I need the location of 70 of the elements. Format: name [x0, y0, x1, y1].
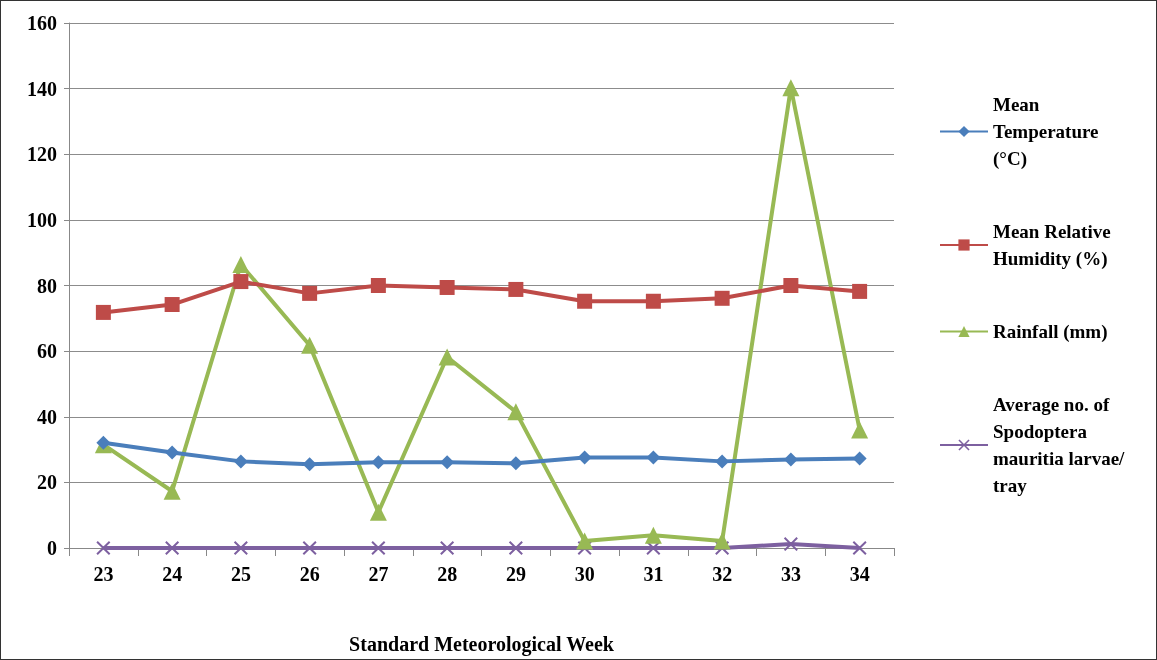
point: [852, 451, 867, 466]
point: [644, 526, 662, 544]
point: [851, 421, 869, 439]
y-tick-label: 120: [27, 143, 57, 166]
point: [370, 278, 386, 293]
point: [163, 482, 181, 500]
y-tick-label: 0: [47, 537, 57, 559]
point: [371, 541, 386, 555]
point: [95, 304, 111, 320]
point: [301, 336, 319, 354]
point: [233, 541, 248, 555]
legend-label: Mean Relative Humidity (%): [993, 221, 1116, 270]
x-tick-label: 27: [368, 563, 389, 585]
legend-label: Mean Temperature (°C): [993, 94, 1104, 170]
point: [508, 541, 523, 555]
legend-label: Average no. of Spodoptera mauritia larvae/tray: [993, 394, 1126, 496]
point: [233, 454, 248, 469]
y-tick-label: 100: [27, 208, 57, 231]
point: [96, 541, 111, 555]
point: [371, 455, 386, 470]
point: [714, 290, 730, 306]
point: [164, 297, 180, 313]
x-tick-label: 29: [505, 563, 526, 585]
point: [645, 293, 661, 309]
point: [508, 456, 523, 471]
point: [440, 541, 455, 555]
point: [783, 278, 799, 293]
point: [369, 503, 387, 521]
y-tick-label: 60: [37, 340, 57, 363]
x-tick-label: 33: [780, 563, 801, 585]
x-tick-label: 34: [849, 563, 870, 585]
point: [439, 279, 455, 295]
point: [577, 450, 592, 465]
x-tick-label: 23: [93, 563, 114, 585]
point: [508, 281, 524, 297]
point: [96, 435, 111, 450]
point: [438, 348, 456, 366]
point: [302, 541, 317, 555]
x-tick-label: 28: [437, 563, 458, 585]
y-tick-label: 160: [27, 12, 57, 34]
legend-label: Rainfall (mm): [993, 321, 1108, 343]
point: [440, 455, 455, 470]
x-tick-label: 31: [643, 563, 664, 585]
x-tick-label: 30: [574, 563, 595, 585]
x-tick-label: 26: [299, 563, 320, 585]
x-axis-title: Standard Meteorological Week: [349, 633, 615, 656]
point: [577, 293, 593, 309]
point: [715, 454, 730, 469]
point: [302, 285, 318, 301]
y-tick-label: 80: [37, 274, 57, 297]
point: [576, 532, 594, 550]
point: [852, 283, 868, 299]
point: [782, 79, 800, 97]
x-tick-label: 24: [162, 563, 183, 585]
point: [507, 403, 525, 421]
point: [852, 541, 867, 555]
point: [646, 450, 661, 465]
point: [165, 541, 180, 555]
point: [302, 457, 317, 472]
x-tick-label: 25: [230, 563, 251, 585]
y-tick-label: 40: [37, 405, 57, 428]
point: [713, 532, 731, 550]
point: [232, 256, 250, 273]
y-tick-label: 140: [27, 77, 57, 100]
point: [233, 274, 249, 290]
point: [783, 537, 798, 552]
point: [165, 445, 180, 460]
x-tick-label: 32: [712, 563, 733, 585]
point: [783, 452, 798, 467]
y-tick-label: 20: [37, 471, 57, 494]
